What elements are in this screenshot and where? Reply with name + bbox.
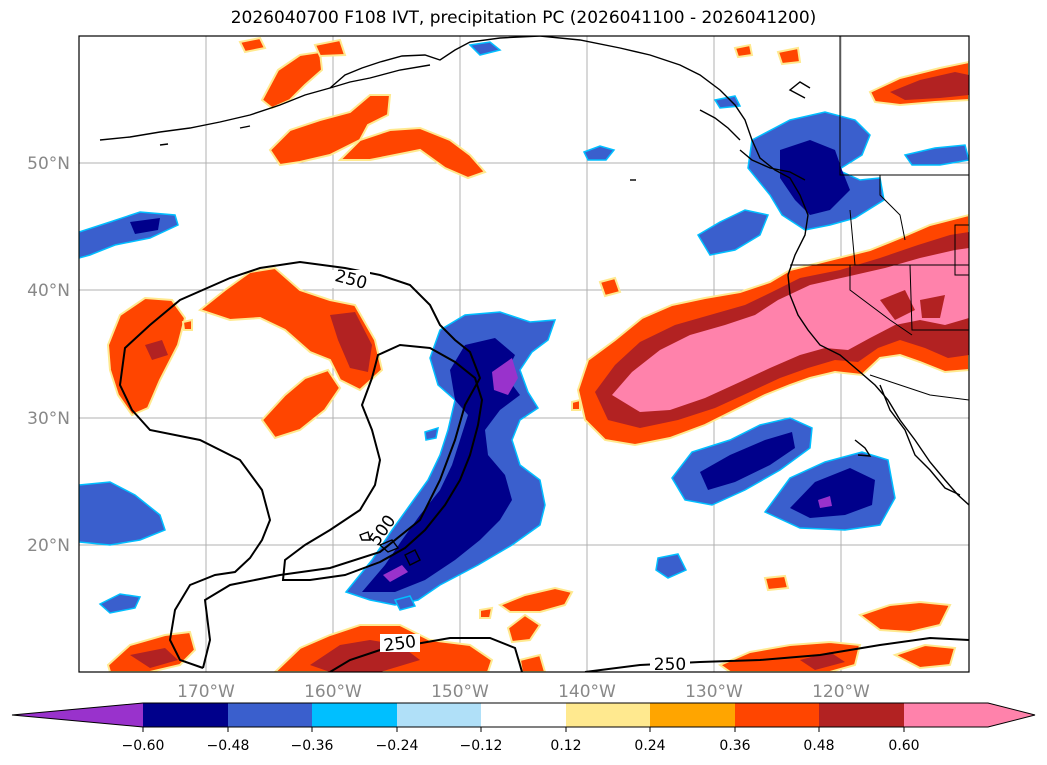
lon-label: 150°W — [431, 682, 489, 702]
contour-250-south — [329, 637, 523, 672]
lat-label: 30°N — [27, 409, 70, 429]
colorbar-tick: 0.60 — [888, 738, 919, 754]
purple-spot-1 — [492, 358, 518, 395]
colorbar-tick: −0.60 — [122, 738, 165, 754]
lat-labels: 50°N 40°N 30°N 20°N — [27, 154, 70, 556]
lat-label: 40°N — [27, 281, 70, 301]
colorbar-tick: −0.12 — [460, 738, 503, 754]
warm-nw-2 — [268, 94, 392, 167]
blue-west-20n — [79, 481, 166, 546]
blue-offshore-42n — [696, 209, 770, 256]
colorbar-tick: 0.12 — [550, 738, 581, 754]
colorbar-extend-high — [904, 703, 1035, 727]
colorbar-tick: −0.48 — [207, 738, 250, 754]
warm-south-5 — [857, 600, 952, 634]
coastlines — [99, 36, 969, 566]
lon-labels: 170°W 160°W 150°W 140°W 130°W 120°W — [177, 682, 870, 702]
colorbar-tick: 0.24 — [634, 738, 665, 754]
warm-curve-mid — [197, 266, 384, 392]
map-panel: 250 250 250 500 — [79, 36, 969, 675]
map-border — [78, 35, 970, 673]
lat-label: 20°N — [27, 536, 70, 556]
colorbar: −0.60 −0.48 −0.36 −0.24 −0.12 0.12 0.24 … — [11, 702, 1036, 754]
contour-250-outer — [118, 260, 482, 669]
lat-label: 50°N — [27, 154, 70, 174]
lon-label: 160°W — [304, 682, 362, 702]
warm-curve-low — [260, 368, 342, 440]
lon-label: 120°W — [812, 682, 870, 702]
lon-label: 140°W — [558, 682, 616, 702]
blue-west-15n — [98, 593, 142, 614]
lon-label: 130°W — [685, 682, 743, 702]
warm-south-3 — [497, 586, 574, 613]
blue-small-48n — [582, 145, 616, 161]
lon-label: 170°W — [177, 682, 235, 702]
pink-band-east — [612, 248, 969, 412]
blue-bc-coast — [903, 144, 969, 166]
warm-nw-3 — [337, 126, 487, 180]
positive-precip-regions — [106, 36, 969, 672]
borders — [790, 36, 969, 401]
colorbar-extend-low — [12, 703, 143, 727]
contour-label-250-east: 250 — [654, 655, 686, 675]
warm-west-blob — [106, 296, 187, 417]
purple-spot-2 — [383, 565, 408, 582]
contour-250-inner — [281, 343, 484, 581]
colorbar-tick: −0.24 — [376, 738, 419, 754]
contour-label-250-south: 250 — [383, 632, 418, 656]
navy-band-main — [362, 338, 520, 592]
map-title: 2026040700 F108 IVT, precipitation PC (2… — [230, 8, 817, 28]
colorbar-tick: −0.36 — [291, 738, 334, 754]
colorbar-tick: 0.36 — [719, 738, 750, 754]
colorbar-tick: 0.48 — [803, 738, 834, 754]
